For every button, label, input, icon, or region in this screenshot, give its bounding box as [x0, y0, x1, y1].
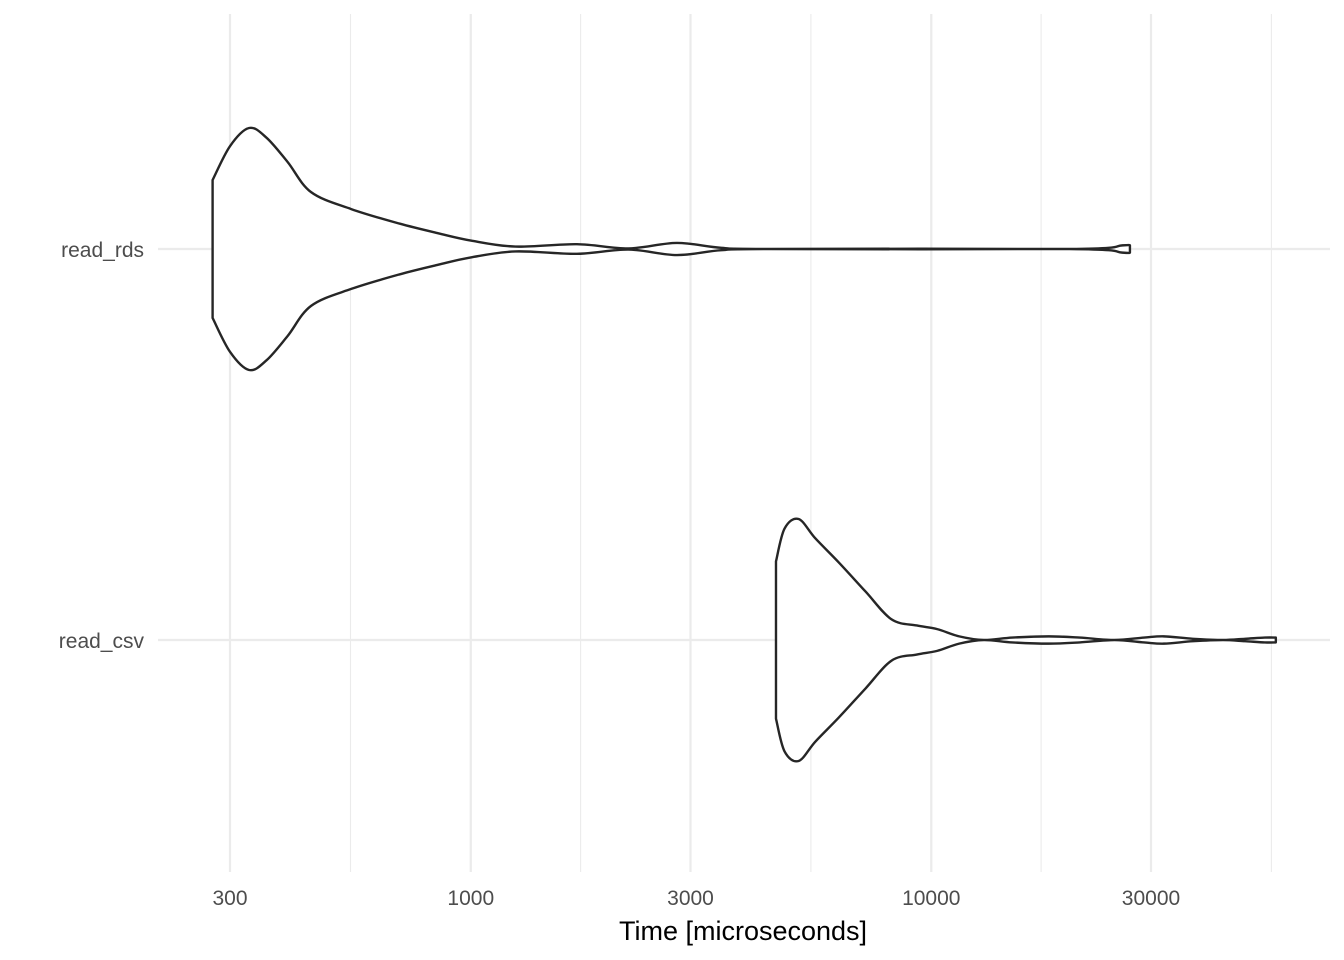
x-axis-title: Time [microseconds] [619, 916, 867, 946]
x-tick-label: 30000 [1122, 887, 1180, 910]
violins [211, 126, 1278, 763]
x-tick-label: 10000 [902, 887, 960, 910]
grid-lines [158, 14, 1330, 872]
x-tick-label: 300 [212, 887, 247, 910]
y-axis-tick-labels: read_rds read_csv [59, 239, 145, 653]
violin-read-rds [211, 126, 1132, 372]
violin-read-csv [774, 517, 1278, 763]
x-tick-label: 3000 [667, 887, 714, 910]
y-tick-label: read_rds [61, 239, 144, 262]
x-tick-label: 1000 [447, 887, 494, 910]
y-tick-label: read_csv [59, 630, 145, 653]
x-axis-tick-labels: 300 1000 3000 10000 30000 [212, 887, 1180, 910]
